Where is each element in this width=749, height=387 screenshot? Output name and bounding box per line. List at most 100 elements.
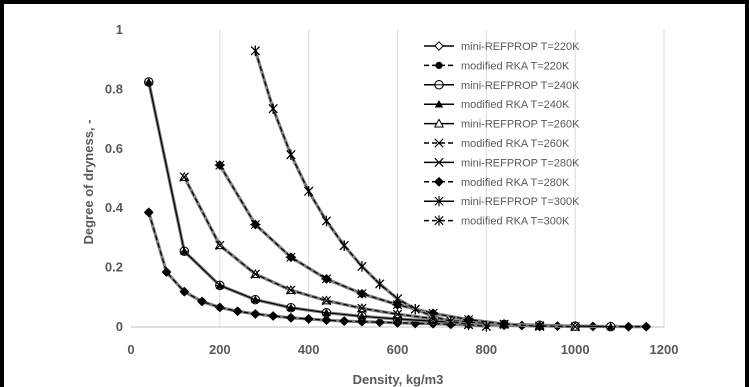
legend-item: modified RKA T=240K xyxy=(424,99,570,111)
legend-marker xyxy=(434,80,444,90)
legend-marker xyxy=(434,138,444,148)
legend-item: mini-REFPROP T=240K xyxy=(424,80,580,92)
data-point xyxy=(285,252,296,263)
data-point xyxy=(305,315,313,323)
data-point xyxy=(340,317,348,325)
data-point xyxy=(392,299,403,310)
y-tick-label: 0 xyxy=(116,319,123,334)
series-line xyxy=(254,50,487,327)
data-point xyxy=(250,269,260,279)
data-point xyxy=(321,295,332,306)
legend-item: mini-REFPROP T=300K xyxy=(424,196,580,208)
legend-marker xyxy=(435,61,443,69)
data-point xyxy=(321,215,332,227)
axis-layer: 0 200 400 600 800 1000 1200 0 0.2 0.4 0.6 0.8 1 xyxy=(105,22,679,357)
legend-label: mini-REFPROP T=240K xyxy=(461,80,580,92)
data-point xyxy=(162,268,171,276)
data-point xyxy=(410,303,420,315)
data-point xyxy=(269,312,277,320)
legend-marker xyxy=(434,215,444,226)
x-tick-label: 1200 xyxy=(650,342,679,357)
legend-item: modified RKA T=220K xyxy=(424,60,570,72)
legend-marker xyxy=(434,100,444,108)
x-tick-label: 0 xyxy=(127,342,134,357)
legend-item: mini-REFPROP T=220K xyxy=(424,41,580,53)
legend-marker xyxy=(433,157,445,167)
data-point xyxy=(357,261,367,272)
data-point xyxy=(624,323,633,331)
legend-label: mini-REFPROP T=300K xyxy=(461,196,580,208)
series-line xyxy=(219,164,540,327)
data-point xyxy=(250,45,260,56)
y-tick-label: 0.6 xyxy=(105,141,123,156)
data-point xyxy=(268,103,278,114)
legend-label: modified RKA T=280K xyxy=(461,177,570,189)
data-point xyxy=(234,307,242,315)
legend-item: modified RKA T=300K xyxy=(424,215,570,228)
x-tick-label: 800 xyxy=(475,342,497,357)
series-9 xyxy=(250,45,491,332)
data-point xyxy=(180,288,188,296)
y-tick-label: 0.4 xyxy=(105,200,124,215)
data-point xyxy=(179,172,189,182)
data-point xyxy=(446,316,456,327)
data-point xyxy=(180,247,189,255)
data-point xyxy=(534,321,545,332)
legend-marker xyxy=(434,41,444,51)
data-point xyxy=(393,314,402,323)
legend-marker xyxy=(434,196,444,207)
data-point xyxy=(321,273,332,284)
legend-label: modified RKA T=220K xyxy=(461,60,570,72)
y-axis-title: Degree of dryness, - xyxy=(81,120,96,245)
data-point xyxy=(250,219,261,230)
legend-label: mini-REFPROP T=280K xyxy=(461,157,580,169)
data-point xyxy=(322,308,331,317)
data-point xyxy=(499,319,510,329)
x-tick-label: 200 xyxy=(209,342,231,357)
data-point xyxy=(251,310,259,318)
legend-item: mini-REFPROP T=260K xyxy=(424,118,580,131)
data-point xyxy=(198,297,206,306)
data-point xyxy=(376,318,384,326)
legend-item: modified RKA T=260K xyxy=(424,138,570,150)
x-tick-label: 600 xyxy=(387,342,409,357)
grid-layer xyxy=(219,30,665,327)
y-tick-label: 0.2 xyxy=(105,260,123,275)
data-point xyxy=(570,322,580,332)
data-point xyxy=(251,295,260,304)
legend-label: modified RKA T=300K xyxy=(461,216,570,228)
data-point xyxy=(145,208,153,216)
legend-layer: mini-REFPROP T=220K modified RKA T=220K mi… xyxy=(424,41,580,228)
x-axis-title: Density, kg/m3 xyxy=(353,372,444,387)
data-point xyxy=(214,160,225,171)
series-line xyxy=(253,50,487,328)
data-point xyxy=(339,240,349,251)
data-point xyxy=(392,309,403,319)
data-point xyxy=(606,322,615,331)
data-point xyxy=(481,321,491,332)
data-point xyxy=(463,319,474,330)
data-point xyxy=(286,285,296,295)
data-point xyxy=(428,311,438,322)
y-tick-label: 1 xyxy=(116,22,123,37)
legend-marker xyxy=(434,176,444,187)
y-tick-label: 0.8 xyxy=(105,81,123,96)
legend-label: mini-REFPROP T=220K xyxy=(461,41,580,53)
data-point xyxy=(144,77,153,86)
legend-item: mini-REFPROP T=280K xyxy=(424,157,580,169)
data-point xyxy=(286,149,296,160)
data-point xyxy=(304,186,314,197)
legend-label: mini-REFPROP T=260K xyxy=(461,119,580,131)
data-point xyxy=(287,314,295,322)
series-layer xyxy=(143,45,652,332)
data-point xyxy=(286,303,296,312)
data-point xyxy=(215,281,225,289)
data-point xyxy=(215,240,225,250)
legend-label: modified RKA T=260K xyxy=(461,138,570,150)
legend-label: modified RKA T=240K xyxy=(461,99,570,111)
data-point xyxy=(357,303,367,313)
x-tick-label: 400 xyxy=(298,342,320,357)
legend-marker xyxy=(433,118,445,128)
data-point xyxy=(322,316,331,324)
